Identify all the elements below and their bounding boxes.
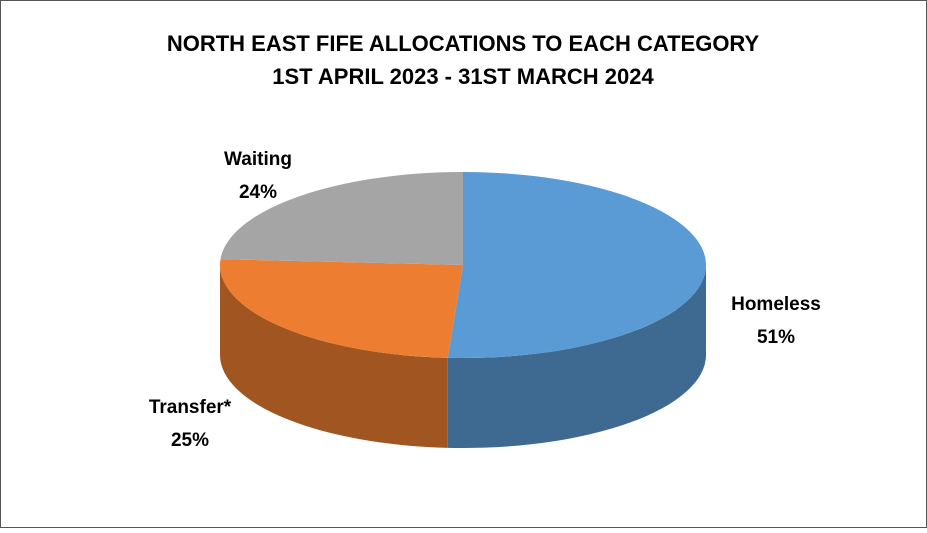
slice-label: Waiting (224, 149, 292, 170)
slice (447, 172, 707, 358)
slice-label: Transfer* (149, 397, 232, 418)
slice (219, 259, 463, 358)
slice-label: Homeless (731, 294, 821, 315)
slice-value-label: 25% (171, 430, 209, 451)
slice (220, 172, 463, 265)
slice-side (447, 265, 706, 449)
slice-value-label: 51% (757, 327, 795, 348)
slice-side (219, 265, 448, 448)
slice-value-label: 24% (239, 182, 277, 203)
chart-title: NORTH EAST FIFE ALLOCATIONS TO EACH CATE… (167, 31, 760, 56)
chart-subtitle: 1ST APRIL 2023 - 31ST MARCH 2024 (272, 64, 654, 89)
